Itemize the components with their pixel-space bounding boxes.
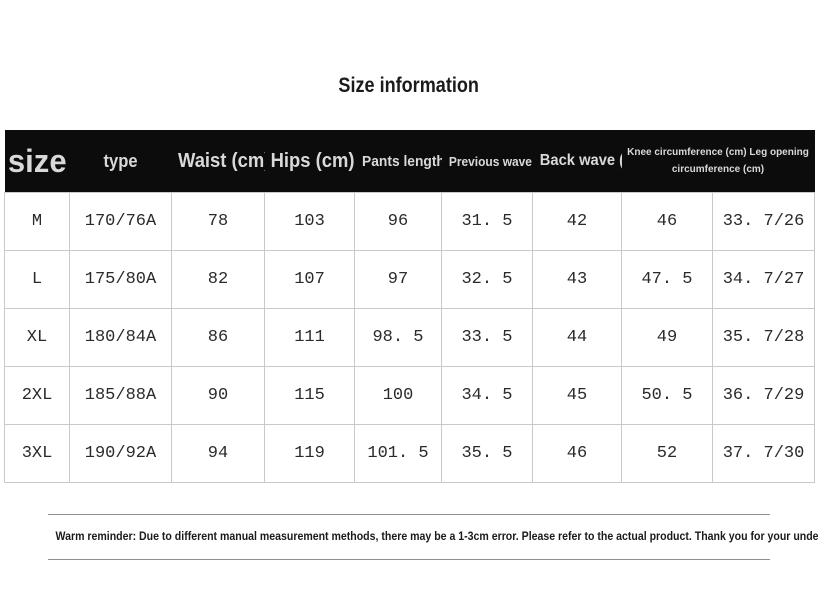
cell-previous-wave: 32. 5 bbox=[441, 250, 533, 309]
table-row-3xl: 3XL 190/92A 94 119 101. 5 35. 5 46 52 37… bbox=[4, 424, 815, 483]
table-row-l: L 175/80A 82 107 97 32. 5 43 47. 5 34. 7… bbox=[4, 250, 815, 309]
cell-size: L bbox=[4, 250, 70, 309]
cell-knee: 52 bbox=[621, 424, 713, 483]
cell-leg-opening: 37. 7/30 bbox=[712, 424, 815, 483]
cell-waist: 90 bbox=[171, 366, 265, 425]
cell-type: 180/84A bbox=[69, 308, 172, 367]
cell-knee: 46 bbox=[621, 192, 713, 251]
cell-knee: 50. 5 bbox=[621, 366, 713, 425]
col-header-pants-length: Pants length (cm) bbox=[354, 130, 442, 193]
col-header-hips-label: Hips (cm) bbox=[270, 149, 354, 172]
cell-back-wave: 42 bbox=[532, 192, 622, 251]
cell-previous-wave: 31. 5 bbox=[441, 192, 533, 251]
cell-size: M bbox=[4, 192, 70, 251]
cell-size: 2XL bbox=[4, 366, 70, 425]
table-header-row: size type Waist (cm) Hips (cm) Pants len… bbox=[4, 130, 815, 193]
cell-back-wave: 43 bbox=[532, 250, 622, 309]
table-row-m: M 170/76A 78 103 96 31. 5 42 46 33. 7/26 bbox=[4, 192, 815, 251]
cell-pants-length: 96 bbox=[354, 192, 442, 251]
cell-pants-length: 101. 5 bbox=[354, 424, 442, 483]
cell-leg-opening: 33. 7/26 bbox=[712, 192, 815, 251]
cell-pants-length: 100 bbox=[354, 366, 442, 425]
cell-leg-opening: 34. 7/27 bbox=[712, 250, 815, 309]
cell-back-wave: 44 bbox=[532, 308, 622, 367]
cell-size: 3XL bbox=[4, 424, 70, 483]
cell-waist: 78 bbox=[171, 192, 265, 251]
cell-knee: 47. 5 bbox=[621, 250, 713, 309]
cell-waist: 86 bbox=[171, 308, 265, 367]
cell-previous-wave: 33. 5 bbox=[441, 308, 533, 367]
col-header-type-label: type bbox=[103, 150, 138, 171]
cell-hips: 111 bbox=[264, 308, 355, 367]
cell-leg-opening: 35. 7/28 bbox=[712, 308, 815, 367]
cell-type: 170/76A bbox=[69, 192, 172, 251]
cell-type: 175/80A bbox=[69, 250, 172, 309]
col-header-hips: Hips (cm) bbox=[264, 130, 355, 193]
cell-pants-length: 98. 5 bbox=[354, 308, 442, 367]
col-header-waist: Waist (cm) bbox=[171, 130, 265, 193]
cell-back-wave: 45 bbox=[532, 366, 622, 425]
table-body: M 170/76A 78 103 96 31. 5 42 46 33. 7/26… bbox=[4, 192, 815, 483]
table-header-row: size type Waist (cm) Hips (cm) Pants len… bbox=[4, 130, 815, 193]
col-header-size-label: size bbox=[7, 142, 67, 179]
col-header-pants-length-label: Pants length (cm) bbox=[361, 152, 442, 170]
col-header-knee-and-leg-opening-label: Knee circumference (cm) Leg opening circ… bbox=[627, 147, 809, 175]
col-header-waist-label: Waist (cm) bbox=[177, 149, 265, 172]
cell-hips: 107 bbox=[264, 250, 355, 309]
col-header-previous-wave-label: Previous wave (cm) bbox=[448, 153, 532, 169]
cell-previous-wave: 34. 5 bbox=[441, 366, 533, 425]
size-table: size type Waist (cm) Hips (cm) Pants len… bbox=[4, 130, 815, 483]
col-header-knee-and-leg-opening: Knee circumference (cm) Leg opening circ… bbox=[621, 130, 815, 193]
cell-waist: 82 bbox=[171, 250, 265, 309]
cell-type: 185/88A bbox=[69, 366, 172, 425]
cell-hips: 115 bbox=[264, 366, 355, 425]
col-header-size: size bbox=[4, 130, 70, 193]
cell-knee: 49 bbox=[621, 308, 713, 367]
cell-leg-opening: 36. 7/29 bbox=[712, 366, 815, 425]
cell-pants-length: 97 bbox=[354, 250, 442, 309]
cell-previous-wave: 35. 5 bbox=[441, 424, 533, 483]
cell-hips: 119 bbox=[264, 424, 355, 483]
col-header-previous-wave: Previous wave (cm) bbox=[441, 130, 533, 193]
col-header-type: type bbox=[69, 130, 172, 193]
col-header-back-wave-label: Back wave (cm) bbox=[539, 152, 621, 169]
cell-waist: 94 bbox=[171, 424, 265, 483]
table-row-2xl: 2XL 185/88A 90 115 100 34. 5 45 50. 5 36… bbox=[4, 366, 815, 425]
cell-size: XL bbox=[4, 308, 70, 367]
col-header-back-wave: Back wave (cm) bbox=[532, 130, 622, 193]
reminder-divider-bottom bbox=[48, 559, 770, 560]
warm-reminder: Warm reminder: Due to different manual m… bbox=[0, 529, 818, 543]
cell-hips: 103 bbox=[264, 192, 355, 251]
reminder-divider-top bbox=[48, 514, 770, 515]
page-title-text: Size information bbox=[338, 74, 480, 97]
page-title: Size information bbox=[0, 74, 818, 98]
cell-back-wave: 46 bbox=[532, 424, 622, 483]
warm-reminder-text: Warm reminder: Due to different manual m… bbox=[55, 529, 818, 543]
cell-type: 190/92A bbox=[69, 424, 172, 483]
table-row-xl: XL 180/84A 86 111 98. 5 33. 5 44 49 35. … bbox=[4, 308, 815, 367]
